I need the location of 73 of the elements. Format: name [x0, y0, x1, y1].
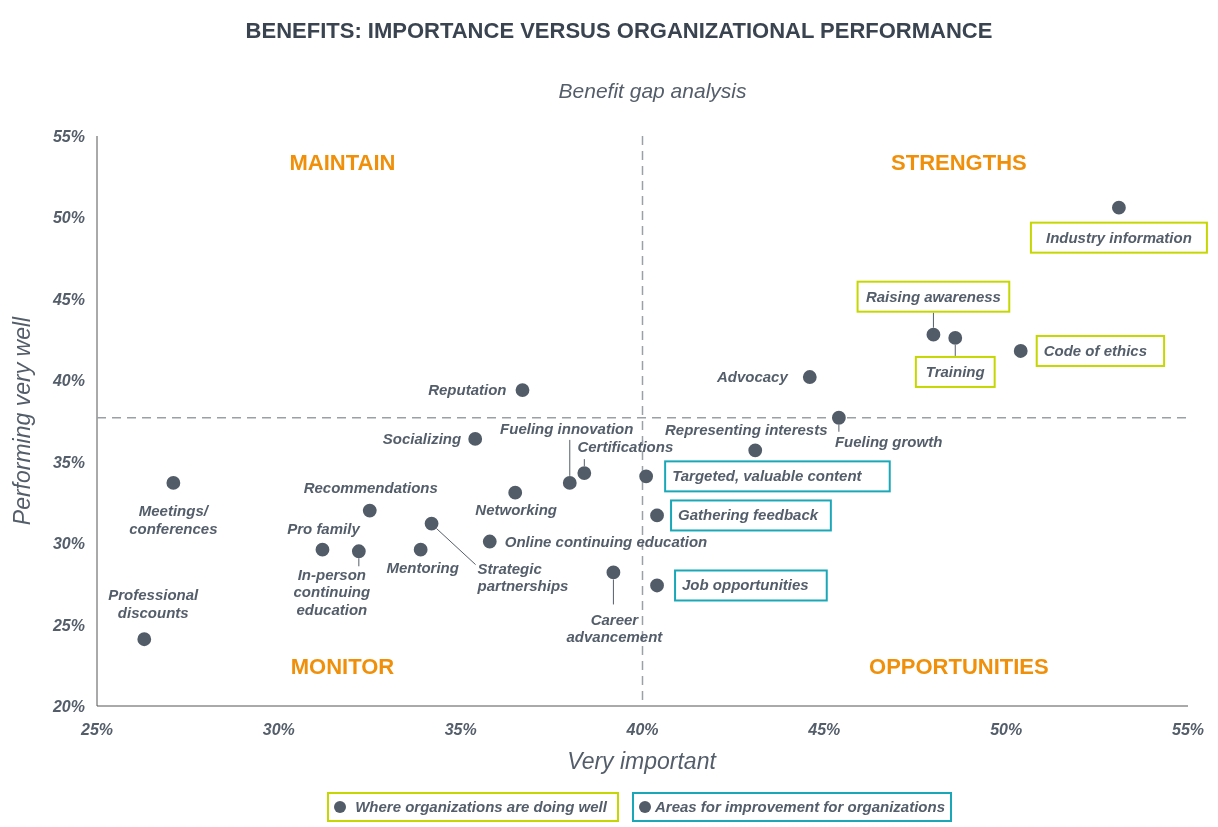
chart-subtitle: Benefit gap analysis	[558, 79, 747, 102]
annotation: Recommendations	[303, 478, 438, 496]
point	[166, 475, 181, 490]
annotation: Fueling growth	[834, 432, 943, 450]
annotation: Representing interests	[664, 421, 828, 439]
point	[468, 432, 483, 446]
point	[351, 544, 366, 559]
annotation: Career advancement	[566, 610, 664, 646]
x-tick-label: 35%	[444, 721, 477, 738]
x-axis-title: Very important	[567, 748, 718, 774]
annotation: Strategic partnerships	[476, 559, 569, 595]
annotation: Fueling innovation	[500, 419, 634, 437]
point	[650, 578, 664, 593]
point	[948, 331, 963, 345]
y-axis-title: Performing very well	[9, 315, 35, 526]
point	[1013, 344, 1028, 358]
y-tick-label: 30%	[52, 535, 85, 553]
annotation: Raising awareness	[865, 287, 1001, 305]
y-tick-label: 40%	[51, 372, 85, 390]
point	[515, 383, 530, 397]
y-tick-label: 35%	[52, 453, 85, 471]
annotation: Training	[925, 362, 985, 380]
point	[802, 370, 817, 384]
annotation: Networking	[475, 500, 558, 518]
annotation: Mentoring	[386, 558, 459, 576]
annotation: Gathering feedback	[678, 506, 819, 524]
point	[639, 469, 654, 484]
annotation: Code of ethics	[1043, 341, 1148, 359]
point	[650, 508, 664, 523]
point	[482, 534, 497, 549]
point	[413, 542, 428, 557]
annotation: Online continuing education	[504, 532, 708, 550]
y-tick-label: 45%	[51, 290, 85, 308]
annotation: Socializing	[382, 429, 462, 447]
point	[562, 475, 577, 490]
annotation: Targeted, valuable content	[672, 467, 863, 485]
x-tick-label: 25%	[79, 721, 114, 738]
annotation: STRENGTHS	[891, 149, 1027, 175]
point	[424, 516, 439, 531]
x-tick-label: 30%	[262, 721, 295, 738]
annotation: Certifications	[577, 438, 674, 456]
x-tick-label: 50%	[990, 721, 1023, 738]
y-tick-label: 55%	[52, 128, 85, 145]
annotation: Job opportunities	[682, 576, 809, 594]
annotation: MONITOR	[290, 654, 395, 680]
point	[137, 632, 152, 647]
y-tick-label: 20%	[51, 698, 85, 715]
point	[831, 410, 846, 425]
x-tick-label: 45%	[807, 721, 841, 738]
point	[926, 327, 941, 342]
point	[577, 466, 592, 481]
annotation: OPPORTUNITIES	[869, 654, 1049, 680]
point	[508, 485, 523, 500]
annotation: In-person continuing education	[293, 565, 371, 618]
point	[1111, 200, 1126, 215]
point	[748, 443, 763, 458]
y-tick-label: 25%	[51, 616, 85, 634]
x-tick-label: 40%	[625, 721, 659, 738]
annotation: Pro family	[287, 519, 361, 537]
annotation: Reputation	[428, 381, 507, 399]
annotation: Advocacy	[715, 368, 789, 386]
y-tick-label: 50%	[52, 209, 85, 227]
annotation: MAINTAIN	[289, 149, 396, 175]
chart-title: BENEFITS: IMPORTANCE VERSUS ORGANIZATIONAL PERFORMANCE	[245, 18, 993, 43]
legend-label: Areas for improvement for organizations	[653, 798, 946, 815]
annotation: Meetings/ conferences	[129, 502, 218, 537]
x-tick-label: 55%	[1171, 721, 1205, 738]
point	[362, 503, 377, 518]
point	[606, 565, 621, 580]
annotation: Industry information	[1045, 228, 1192, 246]
point	[315, 542, 330, 557]
annotation: Professional discounts	[108, 586, 200, 621]
legend-label: Where organizations are doing well	[355, 798, 608, 815]
